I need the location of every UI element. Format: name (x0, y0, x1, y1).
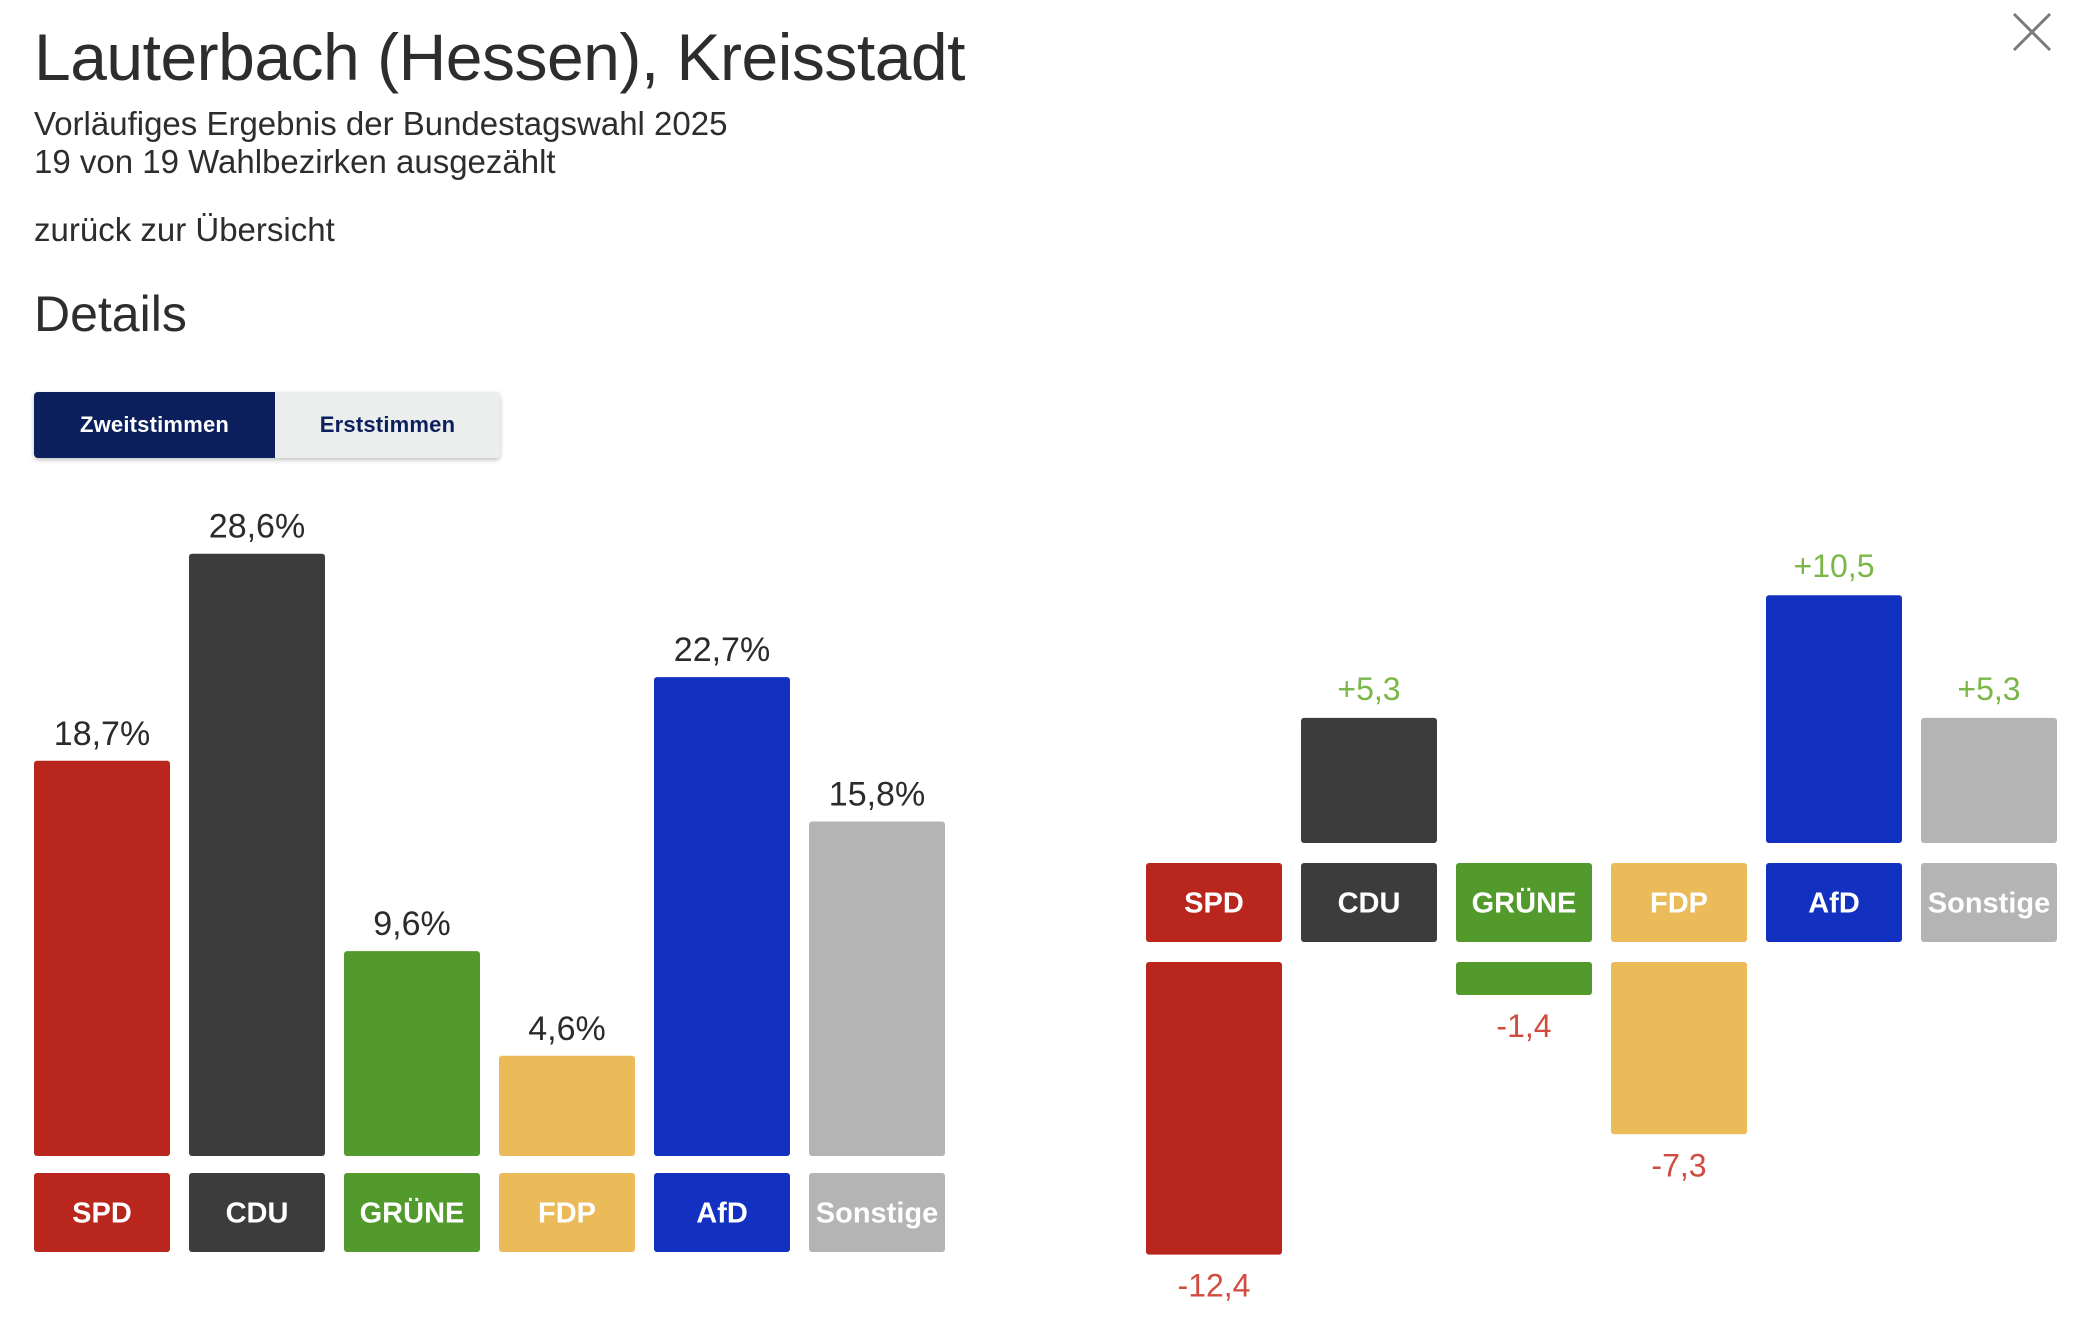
details-heading: Details (34, 286, 187, 342)
result-bar-cdu (189, 553, 325, 1156)
result-value-afd: 22,7% (674, 631, 770, 669)
change-party-label-cdu (1301, 863, 1437, 942)
change-party-label-text-spd: SPD (1184, 888, 1244, 920)
result-party-label-afd (654, 1173, 790, 1252)
result-party-label-text-afd: AfD (696, 1198, 748, 1230)
result-value-fdp: 4,6% (528, 1010, 606, 1048)
result-bar-sonstige (809, 821, 945, 1156)
change-bar-sonstige (1921, 717, 2057, 843)
change-party-label-gruene (1456, 863, 1592, 942)
close-icon (2012, 12, 2052, 52)
change-party-label-text-gruene: GRÜNE (1472, 887, 1577, 920)
result-value-spd: 18,7% (54, 715, 150, 753)
change-value-spd: -12,4 (1178, 1268, 1251, 1304)
result-bar-afd (654, 677, 790, 1156)
change-party-label-text-afd: AfD (1808, 888, 1860, 920)
result-party-label-gruene (344, 1173, 480, 1252)
result-party-label-text-cdu: CDU (226, 1198, 289, 1230)
change-value-fdp: -7,3 (1651, 1147, 1706, 1183)
change-value-cdu: +5,3 (1337, 671, 1400, 707)
results-bar-chart: 18,7% SPD 28,6% CDU 9,6% GRÜNE 4,6% FDP 22,7% AfD… (34, 508, 945, 1252)
change-bar-spd (1146, 962, 1282, 1255)
change-party-label-afd (1766, 863, 1902, 942)
back-to-overview-link[interactable]: zurück zur Übersicht (34, 211, 335, 248)
change-bar-cdu (1301, 717, 1437, 843)
result-party-label-text-spd: SPD (72, 1198, 132, 1230)
change-value-gruene: -1,4 (1496, 1008, 1551, 1044)
change-party-label-sonstige (1921, 863, 2057, 942)
change-value-sonstige: +5,3 (1957, 671, 2020, 707)
change-party-label-spd (1146, 863, 1282, 942)
result-bar-gruene (344, 951, 480, 1156)
change-bar-fdp (1611, 962, 1747, 1135)
change-party-label-text-sonstige: Sonstige (1928, 888, 2050, 920)
result-party-label-cdu (189, 1173, 325, 1252)
result-value-cdu: 28,6% (209, 508, 305, 546)
counted-status: 19 von 19 Wahlbezirken ausgezählt (34, 143, 556, 180)
change-bar-afd (1766, 595, 1902, 843)
change-party-label-text-fdp: FDP (1650, 888, 1708, 920)
change-party-label-fdp (1611, 863, 1747, 942)
result-party-label-fdp (499, 1173, 635, 1252)
page-subtitle: Vorläufiges Ergebnis der Bundestagswahl … (34, 105, 728, 142)
result-party-label-spd (34, 1173, 170, 1252)
tab-erststimmen[interactable]: Erststimmen (275, 392, 500, 458)
result-party-label-text-fdp: FDP (538, 1198, 596, 1230)
close-button[interactable] (2008, 8, 2056, 56)
result-party-label-text-sonstige: Sonstige (816, 1198, 938, 1230)
vote-type-tabs: Zweitstimmen Erststimmen (34, 392, 500, 458)
result-value-sonstige: 15,8% (829, 775, 925, 813)
change-value-afd: +10,5 (1794, 548, 1875, 584)
result-party-label-text-gruene: GRÜNE (360, 1197, 465, 1230)
change-party-label-text-cdu: CDU (1338, 888, 1401, 920)
result-bar-fdp (499, 1055, 635, 1156)
result-bar-spd (34, 760, 170, 1156)
result-party-label-sonstige (809, 1173, 945, 1252)
tab-zweitstimmen[interactable]: Zweitstimmen (34, 392, 275, 458)
page-title: Lauterbach (Hessen), Kreisstadt (34, 20, 965, 94)
result-value-gruene: 9,6% (373, 905, 451, 943)
change-bar-gruene (1456, 962, 1592, 996)
